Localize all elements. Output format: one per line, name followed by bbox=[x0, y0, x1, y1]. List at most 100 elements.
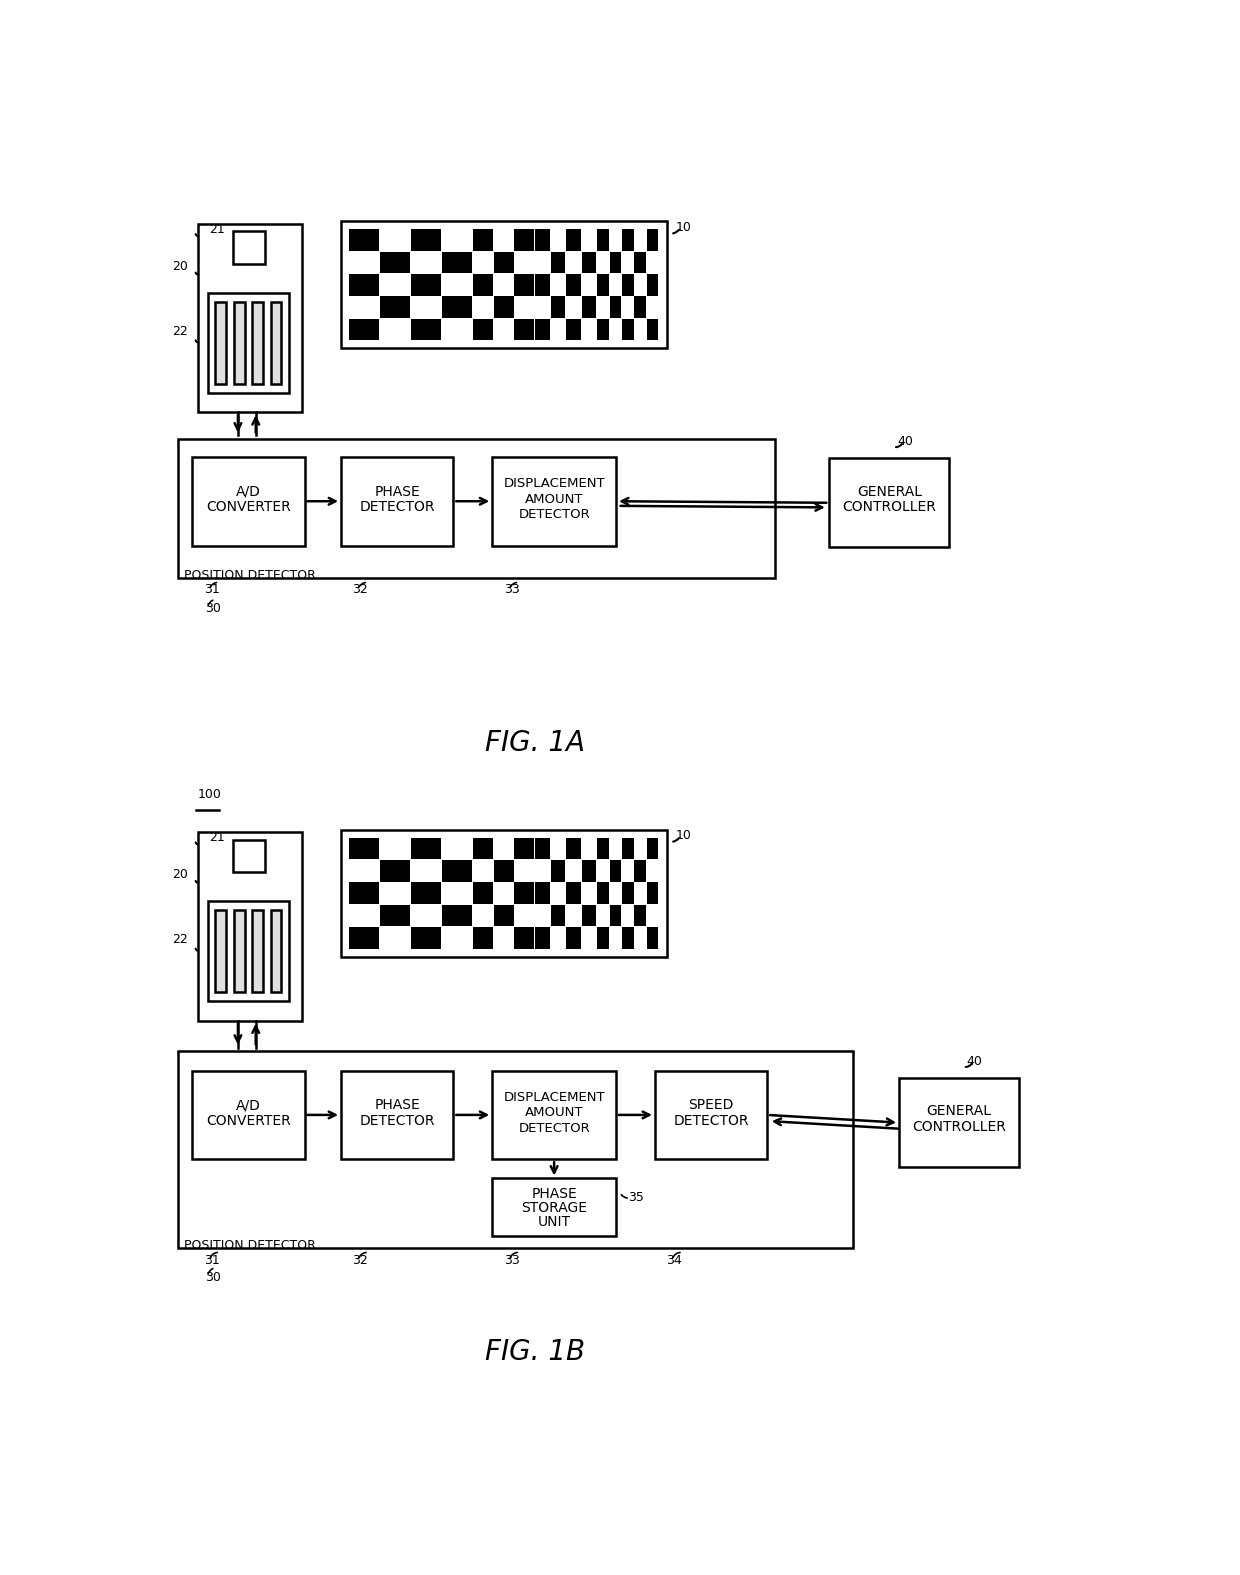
Bar bbox=[192, 1071, 305, 1159]
Bar bbox=[197, 224, 303, 413]
Bar bbox=[179, 1052, 853, 1247]
Bar bbox=[350, 838, 379, 860]
Bar bbox=[270, 910, 281, 992]
Bar bbox=[622, 318, 634, 340]
Text: 31: 31 bbox=[203, 583, 219, 595]
Bar bbox=[647, 230, 658, 250]
Bar bbox=[622, 882, 634, 904]
Text: 22: 22 bbox=[172, 324, 187, 339]
Bar bbox=[233, 910, 244, 992]
Bar bbox=[474, 318, 494, 340]
Bar bbox=[598, 882, 609, 904]
Bar bbox=[536, 928, 549, 948]
Bar bbox=[381, 860, 410, 882]
Bar bbox=[350, 928, 379, 948]
Bar bbox=[598, 274, 609, 296]
Bar bbox=[412, 274, 441, 296]
Bar bbox=[197, 832, 303, 1021]
Text: 40: 40 bbox=[967, 1055, 982, 1068]
Text: CONVERTER: CONVERTER bbox=[206, 1114, 290, 1128]
Bar bbox=[647, 882, 658, 904]
Bar bbox=[899, 1079, 1019, 1167]
Bar bbox=[341, 830, 667, 956]
Bar bbox=[567, 838, 580, 860]
Bar bbox=[233, 232, 265, 263]
Bar bbox=[582, 860, 596, 882]
Text: FIG. 1B: FIG. 1B bbox=[485, 1337, 585, 1366]
Bar bbox=[598, 230, 609, 250]
Bar bbox=[443, 252, 472, 274]
Text: 35: 35 bbox=[627, 1191, 644, 1205]
Bar bbox=[341, 457, 454, 545]
Bar bbox=[474, 274, 494, 296]
Text: SPEED: SPEED bbox=[688, 1098, 734, 1112]
Bar bbox=[179, 439, 775, 578]
Bar bbox=[536, 318, 549, 340]
Text: GENERAL: GENERAL bbox=[926, 1104, 992, 1118]
Bar bbox=[551, 904, 565, 926]
Bar bbox=[381, 296, 410, 318]
Bar bbox=[598, 838, 609, 860]
Text: 32: 32 bbox=[352, 1254, 368, 1266]
Bar bbox=[635, 904, 646, 926]
Text: AMOUNT: AMOUNT bbox=[525, 1107, 583, 1120]
Bar bbox=[567, 882, 580, 904]
Bar bbox=[635, 296, 646, 318]
Text: 40: 40 bbox=[897, 435, 913, 447]
Bar bbox=[515, 274, 534, 296]
Bar bbox=[622, 838, 634, 860]
Text: UNIT: UNIT bbox=[538, 1214, 570, 1228]
Text: CONTROLLER: CONTROLLER bbox=[842, 499, 936, 513]
Bar bbox=[582, 904, 596, 926]
Text: 33: 33 bbox=[503, 583, 520, 595]
Bar bbox=[492, 1071, 616, 1159]
Bar bbox=[622, 928, 634, 948]
Bar bbox=[598, 318, 609, 340]
Bar bbox=[622, 230, 634, 250]
Bar bbox=[474, 882, 494, 904]
Bar bbox=[582, 296, 596, 318]
Text: 32: 32 bbox=[352, 583, 368, 595]
Bar bbox=[381, 252, 410, 274]
Bar bbox=[492, 1178, 616, 1236]
Text: POSITION DETECTOR: POSITION DETECTOR bbox=[185, 1238, 316, 1252]
Bar bbox=[341, 222, 667, 348]
Text: CONVERTER: CONVERTER bbox=[206, 499, 290, 513]
Text: FIG. 1A: FIG. 1A bbox=[485, 729, 585, 758]
Bar bbox=[647, 928, 658, 948]
Bar bbox=[192, 457, 305, 545]
Bar bbox=[647, 274, 658, 296]
Bar bbox=[381, 904, 410, 926]
Bar bbox=[622, 274, 634, 296]
Bar bbox=[216, 910, 226, 992]
Text: DISPLACEMENT: DISPLACEMENT bbox=[503, 477, 605, 490]
Text: PHASE: PHASE bbox=[531, 1188, 577, 1200]
Bar bbox=[567, 274, 580, 296]
Bar bbox=[350, 318, 379, 340]
Bar bbox=[412, 230, 441, 250]
Bar bbox=[515, 230, 534, 250]
Bar bbox=[536, 838, 549, 860]
Text: 22: 22 bbox=[172, 934, 187, 947]
Bar bbox=[443, 296, 472, 318]
Text: PHASE: PHASE bbox=[374, 485, 420, 499]
Text: 30: 30 bbox=[205, 1271, 221, 1284]
Text: 21: 21 bbox=[210, 832, 224, 844]
Text: 20: 20 bbox=[171, 868, 187, 880]
Text: DETECTOR: DETECTOR bbox=[518, 509, 590, 521]
Bar bbox=[635, 252, 646, 274]
Bar bbox=[350, 274, 379, 296]
Bar bbox=[515, 882, 534, 904]
Bar bbox=[207, 901, 289, 1002]
Text: CONTROLLER: CONTROLLER bbox=[913, 1120, 1006, 1134]
Bar bbox=[252, 910, 263, 992]
Bar bbox=[341, 1071, 454, 1159]
Text: DETECTOR: DETECTOR bbox=[673, 1114, 749, 1128]
Bar bbox=[515, 838, 534, 860]
Bar bbox=[443, 904, 472, 926]
Text: 10: 10 bbox=[676, 221, 692, 235]
Bar bbox=[412, 882, 441, 904]
Bar bbox=[350, 230, 379, 250]
Text: 100: 100 bbox=[197, 788, 222, 802]
Bar bbox=[252, 302, 263, 384]
